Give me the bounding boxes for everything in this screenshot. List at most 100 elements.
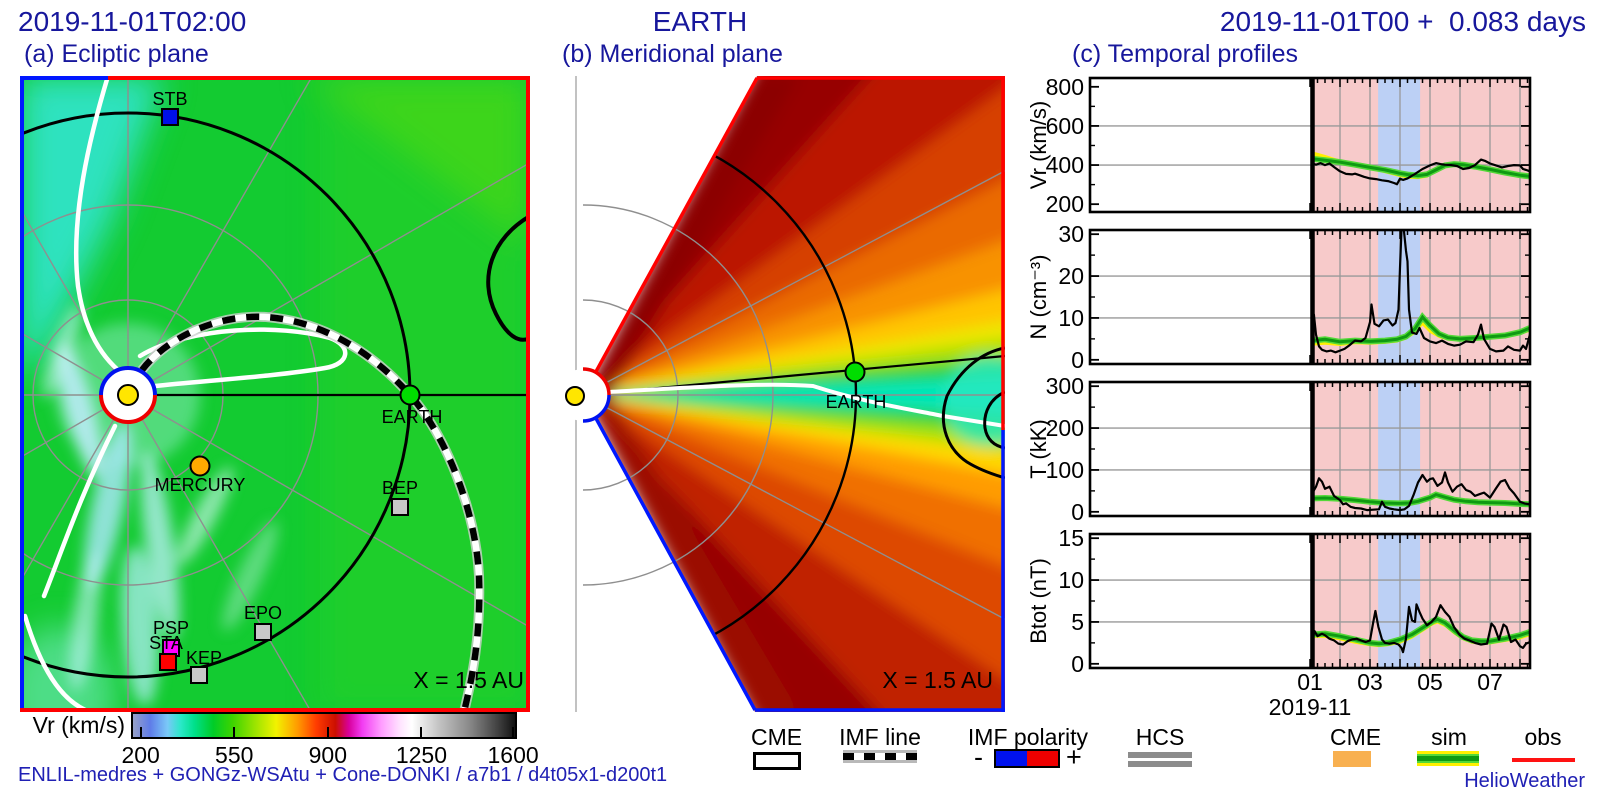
location-title: EARTH (652, 6, 748, 37)
y-tick-label: 15 (1058, 525, 1084, 551)
y-tick-label: 0 (1071, 651, 1084, 677)
sim-line (1312, 492, 1530, 506)
brand-label: HelioWeather (1464, 770, 1585, 792)
legend-imf-polarity-swatch (994, 749, 1060, 768)
y-tick-label: 20 (1058, 263, 1084, 289)
y-tick-label: 10 (1058, 305, 1084, 331)
polarity-positive-arc-b (582, 367, 611, 396)
colorbar-tick-label: 1250 (395, 742, 447, 768)
panel-b-title: (b) Meridional plane (562, 40, 783, 68)
legend-sim-label: sim (1431, 724, 1467, 750)
panel-a-border (20, 76, 530, 712)
legend-cme-ts-label: CME (1330, 724, 1382, 750)
obs-line (1311, 230, 1530, 354)
polar-grid-b (582, 204, 1005, 586)
y-axis-label-n: N (cm⁻³) (1030, 255, 1051, 340)
y-tick-label: 100 (1046, 457, 1084, 483)
x-axis-month-label: 2019-11 (1269, 694, 1352, 720)
obs-line (1312, 158, 1530, 186)
marker-stb: STB (152, 89, 188, 126)
colorbar-tick-mark (233, 727, 236, 737)
x-tick-label: 07 (1477, 669, 1503, 695)
meridional-plane-plot: EARTH X = 1.5 AU (563, 76, 1005, 712)
legend-imf-line-swatch (843, 750, 917, 763)
legend-polarity-minus: - (974, 742, 983, 772)
y-tick-label: 200 (1046, 415, 1084, 441)
timestamp-current: 2019-11-01T02:00 (18, 6, 247, 37)
y-tick-label: 800 (1046, 74, 1084, 100)
legend-obs-label: obs (1524, 724, 1562, 750)
timestamp-forecast: 2019-11-01T00 + 0.083 days (1219, 6, 1586, 37)
colorbar-tick-mark (326, 727, 329, 737)
hcs-line-b (608, 382, 1005, 428)
legend-polarity-plus: + (1066, 742, 1082, 772)
colorbar-tick-mark (512, 727, 515, 737)
colorbar-tick-label: 1600 (487, 742, 539, 768)
y-axis-label-t: T (kK) (1030, 419, 1051, 478)
y-tick-label: 200 (1046, 191, 1084, 217)
colorbar-title: Vr (km/s) (32, 712, 125, 738)
legend-hcs-label: HCS (1135, 724, 1185, 750)
legend-obs-swatch (1512, 758, 1575, 762)
extent-label-a: X = 1.5 AU (413, 667, 524, 693)
colorbar-tick-mark (139, 727, 142, 737)
legend-imf-polarity-label: IMF polarity (967, 724, 1089, 750)
y-tick-label: 400 (1046, 152, 1084, 178)
panel-a-title: (a) Ecliptic plane (24, 40, 209, 68)
marker-earth-b: EARTH (826, 361, 887, 412)
marker-label-earth-b: EARTH (826, 392, 887, 412)
legend-cme-swatch (753, 752, 801, 770)
legend-hcs-swatch-top (1128, 752, 1192, 758)
forecast-region (1312, 534, 1530, 668)
marker-label-sta: STA (149, 633, 183, 653)
imf-polarity-negative (996, 751, 1027, 766)
y-axis-label-btot: Btot (nT) (1030, 558, 1051, 644)
legend-cme-ts-swatch (1333, 751, 1371, 767)
sun-icon-b (565, 386, 585, 406)
marker-bep: BEP (382, 478, 418, 516)
legend-hcs-swatch-bottom (1128, 761, 1192, 767)
y-tick-label: 10 (1058, 567, 1084, 593)
panel-b-border (594, 76, 1005, 712)
colorbar-tick-label: 200 (121, 742, 160, 768)
sim-line (1312, 157, 1530, 178)
model-run-label: ENLIL-medres + GONGz-WSAtu + Cone-DONKI … (18, 764, 668, 786)
extent-label-b: X = 1.5 AU (882, 667, 993, 693)
colorbar-tick-label: 550 (215, 742, 254, 768)
subplot-btot: 0 5 10 15 Btot (nT) (1030, 525, 1532, 677)
marker-label-earth: EARTH (382, 407, 443, 427)
y-tick-label: 0 (1071, 499, 1084, 525)
panel-c-title: (c) Temporal profiles (1072, 40, 1299, 68)
obs-line (1311, 603, 1530, 654)
y-tick-label: 300 (1046, 373, 1084, 399)
radial-grid-b (583, 76, 1005, 712)
marker-label-psp: PSP (153, 618, 189, 638)
legend-sim-swatch (1417, 751, 1479, 766)
marker-mercury: MERCURY (155, 455, 245, 495)
polarity-positive-arc (99, 394, 157, 424)
legend-imf-line-label: IMF line (839, 724, 921, 750)
polarity-negative-arc (99, 366, 157, 396)
y-tick-label: 600 (1046, 113, 1084, 139)
marker-label-kep: KEP (186, 648, 222, 668)
hcs-lines (22, 76, 348, 712)
marker-earth: EARTH (382, 384, 443, 427)
marker-epo: EPO (244, 603, 282, 641)
marker-label-bep: BEP (382, 478, 418, 498)
inner-boundary-disk-b (563, 369, 609, 421)
x-tick-label: 03 (1357, 669, 1383, 695)
sun-icon (117, 384, 139, 406)
obs-line (1311, 471, 1530, 512)
y-axis-label-vr: Vr (km/s) (1030, 101, 1051, 189)
subplot-t: 0 100 200 300 T (kK) (1030, 373, 1532, 525)
legend-cme-label: CME (751, 724, 803, 750)
y-tick-label: 0 (1071, 347, 1084, 373)
subplot-n: 0 10 20 30 N (cm⁻³) (1030, 221, 1532, 373)
marker-label-stb: STB (152, 89, 187, 109)
colorbar (131, 712, 517, 739)
marker-label-epo: EPO (244, 603, 282, 623)
